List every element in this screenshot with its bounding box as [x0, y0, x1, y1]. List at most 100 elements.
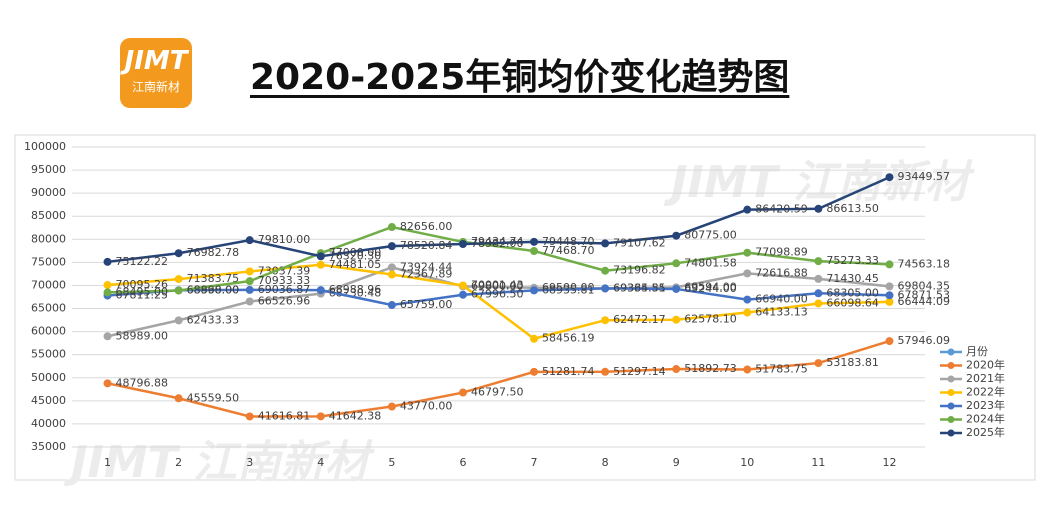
data-point	[672, 259, 681, 268]
data-label: 71430.45	[826, 272, 879, 285]
y-tick-label: 80000	[31, 232, 66, 245]
data-point	[103, 281, 112, 290]
data-point	[672, 231, 681, 240]
legend-swatch	[947, 348, 955, 356]
data-point	[245, 267, 254, 276]
data-point	[174, 249, 183, 258]
data-point	[885, 337, 894, 346]
data-point	[814, 274, 823, 283]
data-label: 41616.81	[258, 409, 311, 422]
data-point	[387, 223, 396, 232]
data-label: 68230.48	[329, 287, 382, 300]
x-tick-label: 1	[104, 456, 111, 469]
series-line	[107, 287, 890, 307]
data-label: 58989.00	[116, 329, 168, 342]
data-label: 79434.74	[471, 235, 524, 248]
data-label: 76320.30	[329, 249, 382, 262]
data-label: 57946.09	[897, 334, 950, 347]
data-point	[601, 367, 610, 376]
legend-swatch	[947, 429, 955, 437]
data-label: 51892.73	[684, 362, 737, 375]
data-label: 70001.43	[471, 278, 524, 291]
y-tick-label: 90000	[31, 186, 66, 199]
data-point	[743, 248, 752, 257]
y-tick-label: 70000	[31, 278, 66, 291]
y-tick-label: 55000	[31, 348, 66, 361]
series-line	[107, 339, 890, 418]
data-point	[814, 257, 823, 266]
series-line	[107, 225, 890, 294]
y-tick-label: 100000	[24, 140, 66, 153]
data-label: 62578.10	[684, 313, 737, 326]
watermark: JIMT 江南新材	[663, 157, 975, 208]
data-label: 69800.00	[471, 279, 524, 292]
data-label: 66444.09	[897, 295, 950, 308]
data-point	[103, 257, 112, 266]
data-point	[245, 285, 254, 294]
data-label: 73196.82	[613, 264, 666, 277]
series-line	[107, 263, 890, 341]
data-label: 62472.17	[613, 313, 666, 326]
data-label: 74801.58	[684, 256, 737, 269]
data-point	[103, 288, 112, 297]
y-tick-label: 50000	[31, 371, 66, 384]
data-label: 74563.18	[897, 257, 950, 270]
data-label: 65759.00	[400, 298, 453, 311]
data-point	[387, 263, 396, 272]
legend-swatch	[947, 402, 955, 410]
legend-swatch	[947, 375, 955, 383]
series-line	[107, 176, 890, 264]
data-point	[530, 237, 539, 246]
data-label: 67996.50	[471, 288, 524, 301]
data-point	[316, 260, 325, 269]
data-point	[316, 252, 325, 261]
data-point	[672, 365, 681, 374]
legend-label: 2022年	[966, 385, 1005, 399]
data-label: 77468.70	[542, 244, 595, 257]
legend-label: 2023年	[966, 398, 1005, 412]
data-label: 73037.39	[258, 264, 311, 277]
data-point	[672, 284, 681, 293]
data-label: 69244.00	[684, 282, 737, 295]
data-label: 41642.38	[329, 409, 382, 422]
data-point	[103, 379, 112, 388]
data-point	[530, 286, 539, 295]
data-point	[601, 239, 610, 248]
data-label: 62433.33	[187, 313, 240, 326]
data-point	[743, 269, 752, 278]
y-tick-label: 85000	[31, 209, 66, 222]
x-tick-label: 4	[317, 456, 324, 469]
data-label: 69594.00	[684, 280, 737, 293]
y-tick-label: 60000	[31, 325, 66, 338]
data-label: 64133.13	[755, 306, 808, 319]
data-label: 72616.88	[755, 266, 808, 279]
data-label: 73924.44	[400, 260, 453, 273]
data-label: 71383.75	[187, 272, 240, 285]
data-label: 79107.62	[613, 236, 666, 249]
y-tick-label: 75000	[31, 255, 66, 268]
data-label: 86420.59	[755, 203, 808, 216]
data-point	[458, 388, 467, 397]
x-tick-label: 5	[388, 456, 395, 469]
data-label: 86613.50	[826, 202, 879, 215]
data-label: 75273.33	[826, 254, 879, 267]
data-point	[885, 260, 894, 269]
y-tick-label: 45000	[31, 394, 66, 407]
data-label: 76982.78	[187, 246, 240, 259]
data-point	[316, 412, 325, 421]
data-label: 93449.57	[897, 170, 950, 183]
data-point	[530, 334, 539, 343]
data-point	[458, 290, 467, 299]
series-line	[107, 266, 890, 338]
data-point	[885, 173, 894, 182]
data-point	[316, 286, 325, 295]
x-tick-label: 6	[459, 456, 466, 469]
data-point	[387, 301, 396, 310]
data-label: 74481.05	[329, 258, 382, 271]
data-point	[814, 204, 823, 213]
data-point	[814, 359, 823, 368]
chart-border	[14, 134, 1036, 481]
data-label: 70933.33	[258, 274, 311, 287]
data-point	[885, 282, 894, 291]
